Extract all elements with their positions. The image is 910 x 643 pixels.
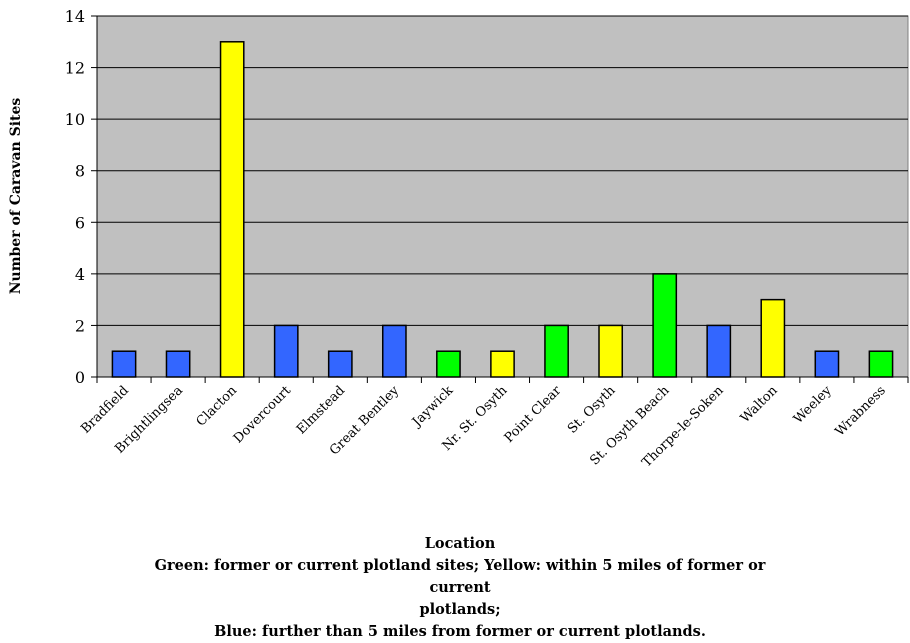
y-tick-label: 14	[65, 7, 85, 26]
y-axis-label: Number of Caravan Sites	[8, 98, 24, 295]
y-tick-label: 4	[75, 265, 85, 284]
bar	[868, 350, 894, 378]
x-tick-label: Dovercourt	[231, 383, 295, 447]
bar	[814, 350, 840, 378]
legend-note-line: plotlands;	[419, 601, 501, 618]
y-tick-labels: 0 2 4 6 8 10 12 14	[65, 7, 85, 387]
y-tick-label: 6	[75, 213, 85, 232]
bar	[490, 350, 515, 378]
y-tick-label: 0	[75, 368, 85, 387]
bar	[219, 41, 245, 378]
bar	[165, 350, 191, 378]
bar	[436, 350, 461, 378]
y-tick-label: 12	[65, 59, 85, 78]
x-tick-label: Walton	[738, 383, 781, 426]
x-tick-label: Point Clear	[502, 383, 565, 446]
x-tick-label: St. Osyth	[565, 383, 619, 437]
bars	[111, 41, 894, 378]
chart-caption: Location Green: former or current plotla…	[140, 533, 780, 643]
bar	[652, 273, 678, 378]
bar	[273, 324, 299, 378]
bar	[706, 324, 732, 378]
bar	[760, 298, 786, 378]
x-tick-label: Jaywick	[408, 383, 456, 431]
y-tick-label: 2	[75, 316, 85, 335]
x-axis-label: Location	[424, 535, 496, 552]
x-tick-label: Wrabness	[833, 383, 889, 439]
x-tick-label: Elmstead	[294, 383, 348, 437]
legend-note-line: Blue: further than 5 miles from former o…	[214, 623, 706, 640]
y-tick-label: 10	[65, 110, 85, 129]
bar	[381, 324, 407, 378]
x-tick-label: Bradfield	[78, 383, 132, 437]
bar	[598, 324, 624, 378]
bar	[544, 324, 569, 378]
y-tick-label: 8	[75, 162, 85, 181]
bar	[111, 350, 137, 378]
x-tick-label: Weeley	[791, 383, 835, 427]
bar	[327, 350, 353, 378]
plot-area	[96, 15, 909, 378]
x-tick-label: Clacton	[194, 383, 241, 430]
axes	[91, 15, 909, 383]
legend-note-line: Green: former or current plotland sites;…	[154, 557, 766, 596]
